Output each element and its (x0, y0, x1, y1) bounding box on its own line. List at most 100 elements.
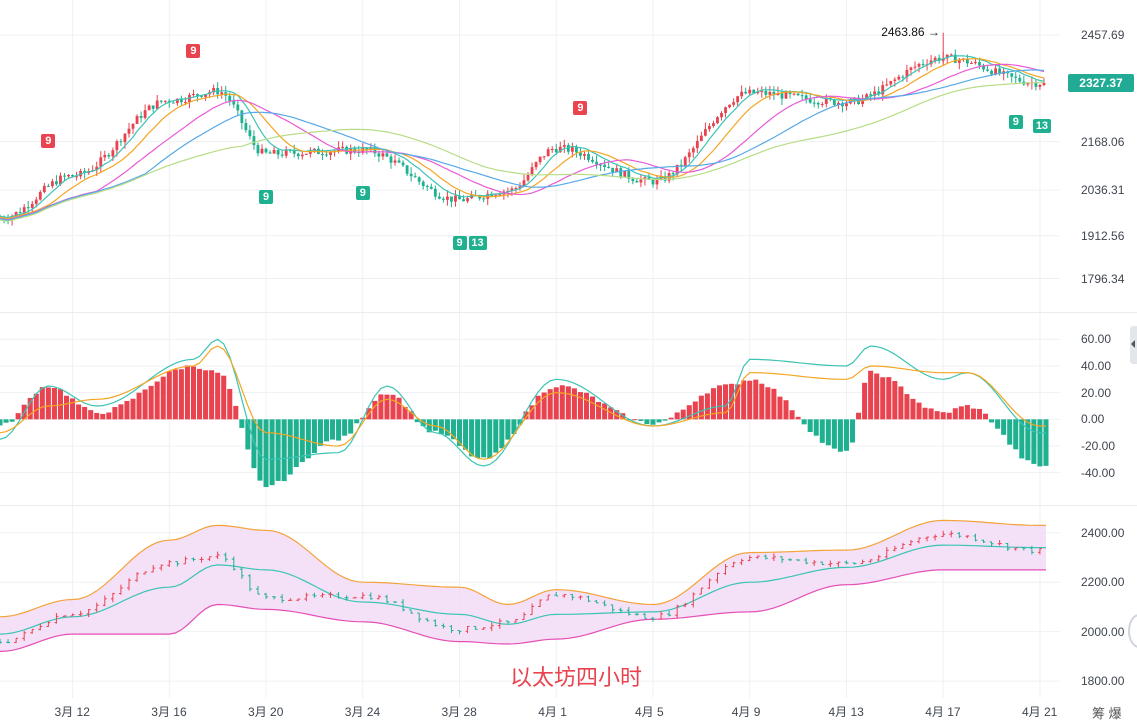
candle (655, 178, 659, 185)
macd-histogram-bar (281, 419, 287, 482)
candle (736, 96, 740, 103)
candle (788, 91, 792, 95)
macd-histogram-bar (317, 419, 323, 446)
candle (937, 57, 941, 61)
candle (683, 157, 687, 166)
candle (264, 148, 268, 153)
macd-histogram-bar (293, 419, 299, 467)
sequence-marker[interactable]: 13 (468, 235, 487, 250)
pane-divider[interactable] (0, 505, 1137, 506)
candle (147, 105, 151, 111)
candle (558, 146, 562, 153)
macd-histogram-bar (88, 410, 94, 420)
macd-histogram-bar (82, 406, 88, 420)
candle (135, 116, 139, 124)
macd-histogram-bar (172, 369, 178, 420)
macd-histogram-bar (747, 380, 753, 420)
candle (845, 103, 848, 107)
candle (873, 91, 877, 96)
candle (695, 140, 699, 149)
macd-histogram-bar (402, 406, 408, 420)
macd-histogram-bar (160, 376, 166, 420)
x-tick-label: 4月 17 (925, 705, 961, 719)
macd-histogram-bar (100, 413, 106, 420)
high-price-callout: 2463.86 → (881, 24, 940, 39)
candle (413, 176, 417, 178)
sequence-marker[interactable]: 9 (452, 235, 467, 250)
candle (675, 164, 679, 175)
moving-average-line (0, 69, 1045, 221)
macd-histogram-bar (221, 375, 227, 420)
candle (1010, 73, 1014, 77)
candle (280, 154, 284, 156)
candle (579, 152, 582, 156)
sequence-marker[interactable]: 13 (1032, 118, 1051, 133)
candle (562, 145, 566, 147)
sequence-marker[interactable]: 9 (41, 134, 56, 149)
macd-histogram-bar (463, 419, 469, 450)
candle (740, 91, 744, 97)
candle (752, 89, 756, 94)
candle (345, 146, 349, 154)
macd-histogram-bar (686, 405, 692, 420)
macd-histogram-bar (1013, 419, 1019, 450)
pane-divider[interactable] (0, 312, 1137, 313)
sequence-marker[interactable]: 9 (573, 101, 588, 116)
sequence-marker[interactable]: 9 (1008, 115, 1023, 130)
bollinger-pane[interactable] (0, 505, 1137, 698)
macd-histogram-bar (886, 377, 892, 420)
macd-histogram-bar (777, 396, 783, 420)
candle (349, 148, 353, 154)
sequence-marker[interactable]: 9 (259, 189, 274, 204)
candle (67, 174, 70, 177)
candle (14, 212, 18, 217)
chevron-left-icon[interactable] (1130, 326, 1137, 364)
macd-histogram-bar (843, 419, 849, 451)
macd-histogram-bar (70, 398, 76, 420)
macd-histogram-bar (565, 386, 571, 420)
macd-pane[interactable] (0, 312, 1137, 505)
macd-histogram-bar (33, 393, 39, 420)
candle (756, 92, 760, 94)
candle (764, 91, 768, 95)
moving-average-line (0, 55, 1045, 219)
macd-histogram-bar (408, 411, 414, 420)
macd-histogram-bar (15, 413, 21, 420)
candle (63, 175, 66, 177)
sequence-marker[interactable]: 9 (186, 43, 201, 58)
candle (385, 153, 389, 157)
candle (325, 154, 328, 156)
candle (712, 123, 715, 127)
candle (703, 129, 707, 136)
candle (256, 145, 260, 154)
macd-histogram-bar (837, 419, 843, 452)
candle (405, 165, 409, 174)
macd-histogram-bar (342, 419, 348, 436)
candle (276, 150, 280, 155)
candle (365, 147, 369, 150)
candle (171, 102, 175, 104)
candle (615, 168, 619, 173)
bollinger-mid-line (0, 544, 1046, 635)
candle (458, 195, 461, 200)
candle (832, 99, 836, 105)
candle (292, 150, 296, 154)
candle (554, 149, 558, 153)
macd-histogram-bar (783, 400, 789, 420)
price-pane[interactable] (0, 0, 1137, 312)
candle (38, 191, 42, 200)
macd-histogram-bar (789, 410, 795, 420)
candle (284, 150, 288, 156)
candle (159, 100, 163, 102)
x-tick-label: 3月 20 (248, 705, 284, 719)
macd-y-tick-label: 60.00 (1081, 332, 1112, 347)
candle (881, 85, 885, 95)
candle (1042, 82, 1046, 85)
macd-histogram-bar (632, 419, 638, 421)
macd-histogram-bar (638, 419, 644, 421)
brand-logo: 筹 爆 (1092, 706, 1122, 721)
candle (220, 92, 224, 95)
sequence-marker[interactable]: 9 (355, 186, 370, 201)
candle (905, 69, 909, 78)
price-y-tick-label: 2168.06 (1081, 134, 1125, 149)
